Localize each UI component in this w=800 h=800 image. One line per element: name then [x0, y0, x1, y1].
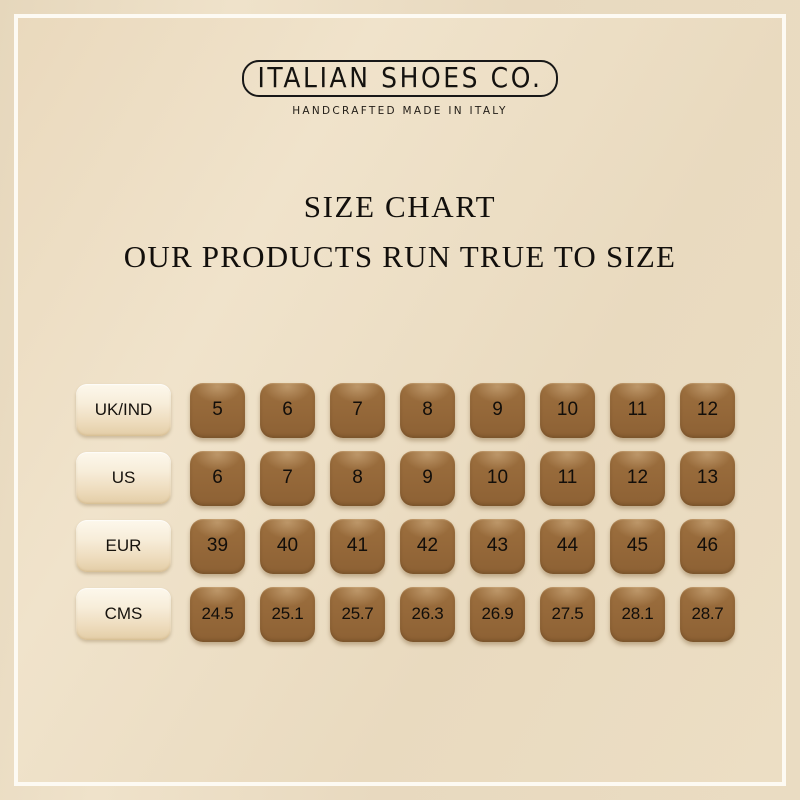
size-cell: 9 [400, 450, 455, 506]
size-cell: 11 [540, 450, 595, 506]
size-cell: 28.7 [680, 586, 735, 642]
size-cell: 25.1 [260, 586, 315, 642]
size-cell: 27.5 [540, 586, 595, 642]
page-content: ITALIAN SHOES CO. HANDCRAFTED MADE IN IT… [18, 18, 782, 782]
headings-block: SIZE CHART OUR PRODUCTS RUN TRUE TO SIZE [18, 186, 782, 278]
table-row: CMS 24.5 25.1 25.7 26.3 26.9 27.5 28.1 2… [58, 580, 748, 648]
size-cell: 7 [330, 382, 385, 438]
size-cell: 12 [610, 450, 665, 506]
brand-tagline: HANDCRAFTED MADE IN ITALY [292, 105, 508, 117]
size-chart-grid: UK/IND 5 6 7 8 9 10 11 12 US 6 7 8 [58, 376, 748, 648]
size-cell: 5 [190, 382, 245, 438]
size-cell: 46 [680, 518, 735, 574]
size-cell: 6 [260, 382, 315, 438]
size-cell: 41 [330, 518, 385, 574]
row-values-uk-ind: 5 6 7 8 9 10 11 12 [190, 382, 735, 438]
page-subtitle: OUR PRODUCTS RUN TRUE TO SIZE [123, 238, 677, 274]
size-cell: 44 [540, 518, 595, 574]
size-cell: 40 [260, 518, 315, 574]
size-cell: 39 [190, 518, 245, 574]
brand-logo-box: ITALIAN SHOES CO. [242, 60, 558, 97]
size-cell: 26.9 [470, 586, 525, 642]
size-cell: 24.5 [190, 586, 245, 642]
size-cell: 11 [610, 382, 665, 438]
size-cell: 9 [470, 382, 525, 438]
brand-header: ITALIAN SHOES CO. HANDCRAFTED MADE IN IT… [18, 60, 782, 117]
table-row: US 6 7 8 9 10 11 12 13 [58, 444, 748, 512]
row-label-eur: EUR [76, 520, 171, 572]
size-cell: 6 [190, 450, 245, 506]
row-values-eur: 39 40 41 42 43 44 45 46 [190, 518, 735, 574]
size-cell: 7 [260, 450, 315, 506]
row-label-us: US [76, 452, 171, 504]
size-cell: 28.1 [610, 586, 665, 642]
size-cell: 12 [680, 382, 735, 438]
size-cell: 10 [540, 382, 595, 438]
size-cell: 8 [330, 450, 385, 506]
size-cell: 13 [680, 450, 735, 506]
size-cell: 25.7 [330, 586, 385, 642]
row-label-uk-ind: UK/IND [76, 384, 171, 436]
size-cell: 45 [610, 518, 665, 574]
row-values-us: 6 7 8 9 10 11 12 13 [190, 450, 735, 506]
size-cell: 43 [470, 518, 525, 574]
table-row: UK/IND 5 6 7 8 9 10 11 12 [58, 376, 748, 444]
size-cell: 42 [400, 518, 455, 574]
brand-logo-text: ITALIAN SHOES CO. [257, 61, 543, 94]
size-cell: 10 [470, 450, 525, 506]
row-label-cms: CMS [76, 588, 171, 640]
size-cell: 8 [400, 382, 455, 438]
row-values-cms: 24.5 25.1 25.7 26.3 26.9 27.5 28.1 28.7 [190, 586, 735, 642]
size-cell: 26.3 [400, 586, 455, 642]
table-row: EUR 39 40 41 42 43 44 45 46 [58, 512, 748, 580]
page-title: SIZE CHART [303, 189, 497, 224]
